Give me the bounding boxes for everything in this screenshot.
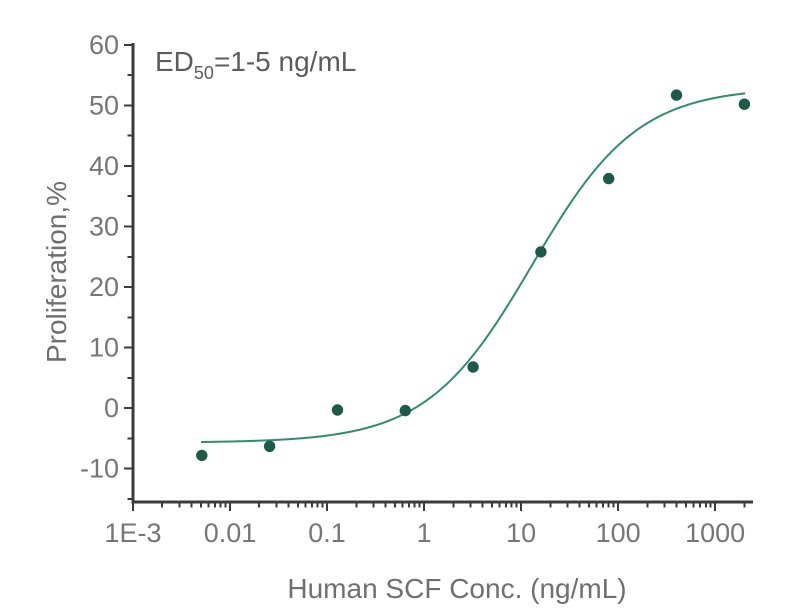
data-point <box>467 361 479 373</box>
x-tick-label: 10 <box>506 518 536 548</box>
x-tick-label: 100 <box>596 518 641 548</box>
tick-labels: -10 0 10 20 30 40 50 60 1E-3 0.01 0.1 1 10 100 1000 <box>80 30 745 548</box>
y-tick-label: 10 <box>89 333 119 363</box>
ed50-annotation: ED50=1-5 ng/mL <box>155 46 356 83</box>
y-tick-label: 40 <box>89 151 119 181</box>
x-tick-label: 0.01 <box>204 518 257 548</box>
data-point <box>399 404 411 417</box>
data-point <box>263 440 276 452</box>
axis-line <box>131 43 753 504</box>
x-axis-title: Human SCF Conc. (ng/mL) <box>287 573 626 604</box>
x-tick-label: 1 <box>417 518 432 548</box>
x-tick-label: 0.1 <box>308 518 346 548</box>
data-point <box>738 98 751 110</box>
fit-curve <box>200 92 746 443</box>
y-tick-label: 30 <box>89 211 119 241</box>
y-tick-label: 20 <box>89 272 119 302</box>
data-point <box>603 172 615 185</box>
data-series <box>196 89 751 462</box>
data-point <box>535 246 547 258</box>
data-point <box>331 404 344 416</box>
axis-lines <box>131 43 753 504</box>
y-axis-title: Proliferation,% <box>41 181 72 363</box>
y-tick-label: 50 <box>89 90 119 120</box>
y-tick-label: 60 <box>89 30 119 60</box>
ed50-subscript: 50 <box>194 63 214 83</box>
ed50-prefix: ED <box>155 46 194 77</box>
ed50-suffix: =1-5 ng/mL <box>214 46 356 77</box>
data-point <box>196 449 208 462</box>
y-tick-label: -10 <box>80 454 119 484</box>
data-point <box>670 89 683 101</box>
x-tick-label: 1E-3 <box>104 518 161 548</box>
x-tick-label: 1000 <box>685 518 745 548</box>
y-tick-label: 0 <box>104 393 119 423</box>
